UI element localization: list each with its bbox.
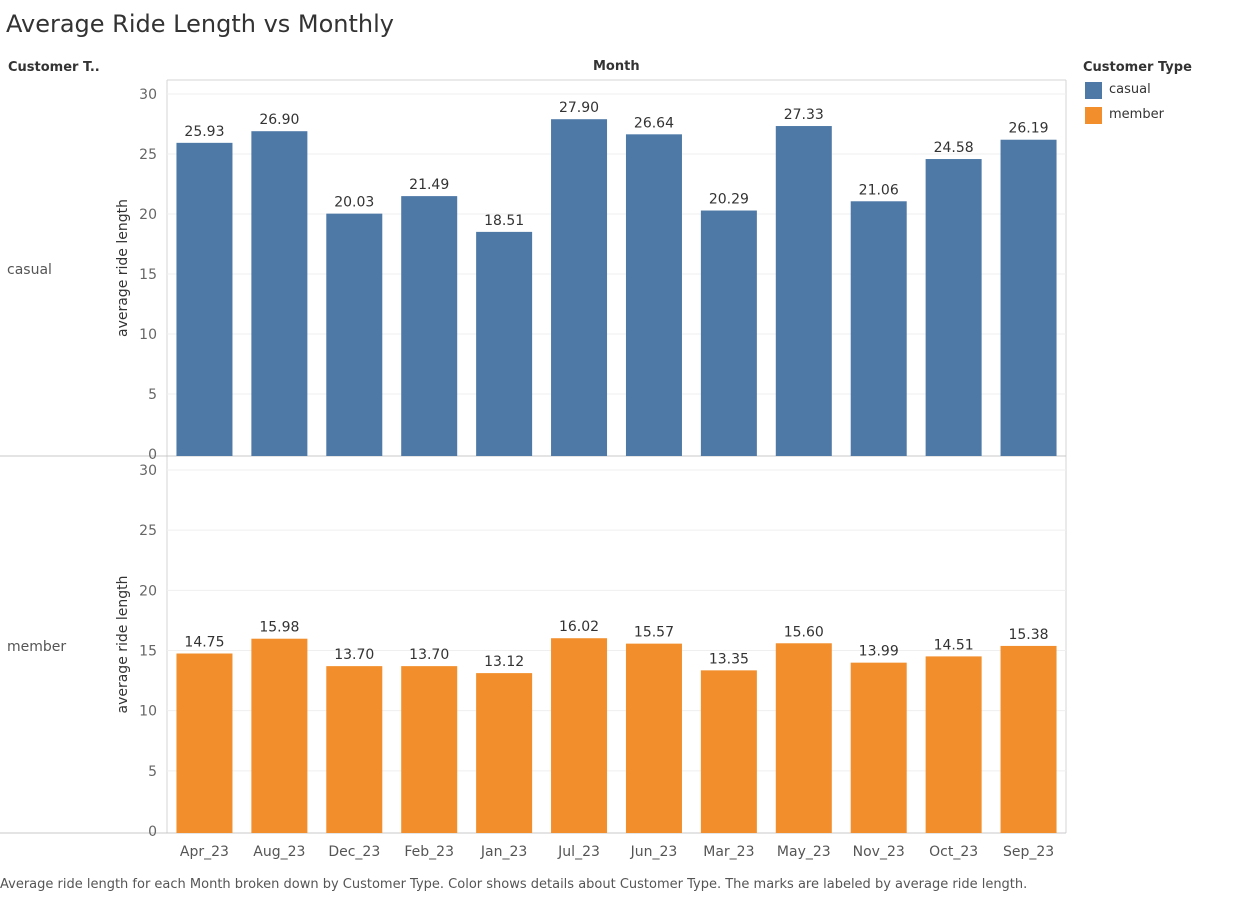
y-tick-label: 20 [139,207,157,223]
bar-member [700,670,757,833]
row-label-casual: casual [7,262,52,278]
y-tick-label: 0 [148,824,157,840]
legend-label-casual: casual [1109,82,1151,97]
data-label: 15.57 [634,625,674,641]
bar-casual [625,134,682,456]
data-label: 18.51 [484,213,524,229]
y-tick-label: 5 [148,387,157,403]
data-label: 20.03 [334,195,374,211]
bar-member [551,638,608,833]
x-tick-label: Aug_23 [253,844,305,860]
data-label: 14.75 [184,635,224,651]
bar-casual [401,196,458,456]
bar-casual [925,159,982,457]
data-label: 26.90 [259,112,299,128]
y-tick-label: 10 [139,704,157,720]
x-tick-label: Jul_23 [557,844,600,860]
bar-member [625,643,682,833]
y-tick-label: 25 [139,147,157,163]
data-label: 15.60 [784,624,824,640]
x-tick-label: Nov_23 [853,844,905,860]
data-label: 15.38 [1008,627,1048,643]
x-tick-label: May_23 [777,844,831,860]
chart-title: Average Ride Length vs Monthly [6,10,394,38]
bar-member [850,662,907,833]
x-tick-label: Mar_23 [703,844,754,860]
x-tick-label: Apr_23 [180,844,229,860]
bar-member [326,666,383,833]
column-header: Month [593,59,640,74]
bar-casual [850,201,907,456]
data-label: 13.35 [709,651,749,667]
row-label-member: member [7,639,66,655]
x-tick-label: Feb_23 [404,844,454,860]
bar-member [401,666,458,833]
y-tick-label: 30 [139,87,157,103]
data-label: 26.64 [634,115,674,131]
data-label: 27.33 [784,107,824,123]
bar-casual [176,142,233,456]
x-tick-label: Sep_23 [1003,844,1054,860]
x-tick-label: Jan_23 [480,844,527,860]
x-tick-label: Dec_23 [328,844,380,860]
data-label: 24.58 [934,140,974,156]
data-label: 20.29 [709,192,749,208]
y-axis-title: average ride length [115,199,131,337]
legend-label-member: member [1109,107,1164,122]
bar-casual [251,131,308,456]
data-label: 13.99 [859,644,899,660]
y-tick-label: 15 [139,644,157,660]
data-label: 21.49 [409,177,449,193]
bar-member [775,643,832,833]
data-label: 13.70 [334,647,374,663]
data-label: 21.06 [859,182,899,198]
chart-caption: Average ride length for each Month broke… [0,877,1028,892]
legend-swatch-member [1085,107,1102,124]
y-tick-label: 20 [139,583,157,599]
y-tick-label: 10 [139,327,157,343]
bar-member [176,653,233,833]
data-label: 14.51 [934,637,974,653]
data-label: 16.02 [559,619,599,635]
x-tick-label: Jun_23 [630,844,678,860]
bar-casual [476,231,533,456]
x-tick-label: Oct_23 [929,844,978,860]
bar-casual [551,119,608,456]
bar-casual [700,210,757,456]
bar-member [925,656,982,833]
data-label: 26.19 [1008,121,1048,137]
bar-member [251,638,308,833]
bar-casual [326,213,383,456]
data-label: 25.93 [184,124,224,140]
data-label: 15.98 [259,620,299,636]
row-header: Customer T.. [8,60,100,75]
legend-title: Customer Type [1083,60,1192,75]
y-tick-label: 15 [139,267,157,283]
data-label: 13.12 [484,654,524,670]
y-tick-label: 5 [148,764,157,780]
bar-casual [1000,139,1057,456]
bar-member [1000,645,1057,833]
data-label: 13.70 [409,647,449,663]
y-tick-label: 0 [148,447,157,463]
y-tick-label: 30 [139,463,157,479]
y-axis-title: average ride length [115,576,131,714]
bar-casual [775,126,832,456]
y-tick-label: 25 [139,523,157,539]
data-label: 27.90 [559,100,599,116]
legend-swatch-casual [1085,82,1102,99]
bar-member [476,673,533,833]
